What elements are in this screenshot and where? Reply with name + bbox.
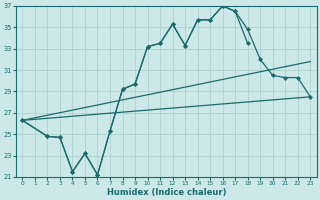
- X-axis label: Humidex (Indice chaleur): Humidex (Indice chaleur): [107, 188, 226, 197]
